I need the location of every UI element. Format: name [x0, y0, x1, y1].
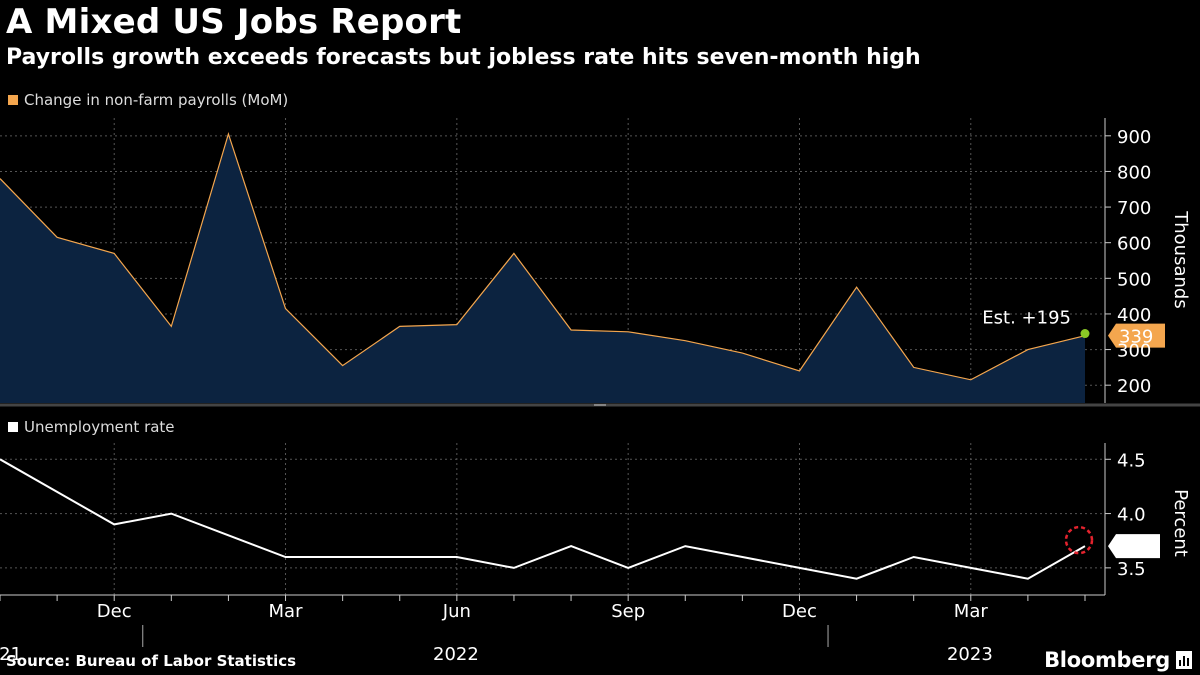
- payrolls-last-value-tag: [1108, 323, 1165, 348]
- unemployment-line: [0, 458, 1086, 580]
- payrolls-ytick-label: 300: [1117, 341, 1151, 362]
- chart-axes: 200 300 400 500 600 700 800 900 3.5 4.0 4.5 Thousan…: [0, 118, 1200, 665]
- highlight-circle: [1064, 525, 1094, 555]
- source-note: Source: Bureau of Labor Statistics: [6, 652, 297, 670]
- bloomberg-terminal-icon: [1176, 651, 1192, 669]
- x-month-label: Mar: [954, 601, 989, 622]
- unemployment-legend-label: Unemployment rate: [24, 418, 175, 436]
- unemployment-last-value-label: 3.7: [1119, 537, 1148, 558]
- x-month-label: Sep: [611, 601, 645, 622]
- payrolls-ytick-label: 400: [1117, 305, 1151, 326]
- payrolls-legend-label: Change in non-farm payrolls (MoM): [24, 91, 289, 109]
- unemployment-yaxis-title: Percent: [1170, 489, 1191, 557]
- payrolls-yaxis-title: Thousands: [1170, 210, 1191, 308]
- chart-title: A Mixed US Jobs Report: [6, 2, 462, 42]
- unemployment-ytick-label: 3.5: [1117, 559, 1146, 580]
- payrolls-legend-swatch: [8, 95, 18, 105]
- payrolls-ytick-label: 200: [1117, 376, 1151, 397]
- x-month-label: Dec: [97, 601, 132, 622]
- unemployment-ytick-label: 4.0: [1117, 505, 1146, 526]
- payrolls-ytick-label: 500: [1117, 269, 1151, 290]
- x-month-label: Mar: [269, 601, 304, 622]
- payrolls-area: [0, 134, 1085, 403]
- x-year-label: 2023: [947, 644, 993, 665]
- estimate-point: [1080, 329, 1090, 339]
- unemployment-legend-swatch: [8, 422, 18, 432]
- x-month-label: Jun: [442, 601, 471, 622]
- unemployment-grid: [0, 443, 1105, 595]
- estimate-label: Est. +195: [982, 308, 1071, 329]
- payrolls-last-value-label: 339: [1119, 327, 1153, 348]
- unemployment-legend: Unemployment rate: [8, 418, 175, 436]
- x-year-label: 2022: [433, 644, 479, 665]
- unemployment-last-value-tag: [1108, 534, 1160, 559]
- x-month-label: Dec: [782, 601, 817, 622]
- unemployment-ytick-label: 4.5: [1117, 450, 1146, 471]
- payrolls-ytick-label: 900: [1117, 127, 1151, 148]
- payrolls-ytick-label: 800: [1117, 162, 1151, 183]
- chart-subtitle: Payrolls growth exceeds forecasts but jo…: [6, 45, 921, 70]
- x-year-label: 2021: [0, 644, 22, 665]
- payrolls-ytick-label: 600: [1117, 234, 1151, 255]
- payrolls-ytick-label: 700: [1117, 198, 1151, 219]
- chart-marks: Est. +195 339 3.7: [982, 308, 1165, 559]
- bloomberg-logo: Bloomberg: [1044, 648, 1170, 672]
- payrolls-line: [0, 131, 1086, 381]
- payrolls-legend: Change in non-farm payrolls (MoM): [8, 91, 288, 109]
